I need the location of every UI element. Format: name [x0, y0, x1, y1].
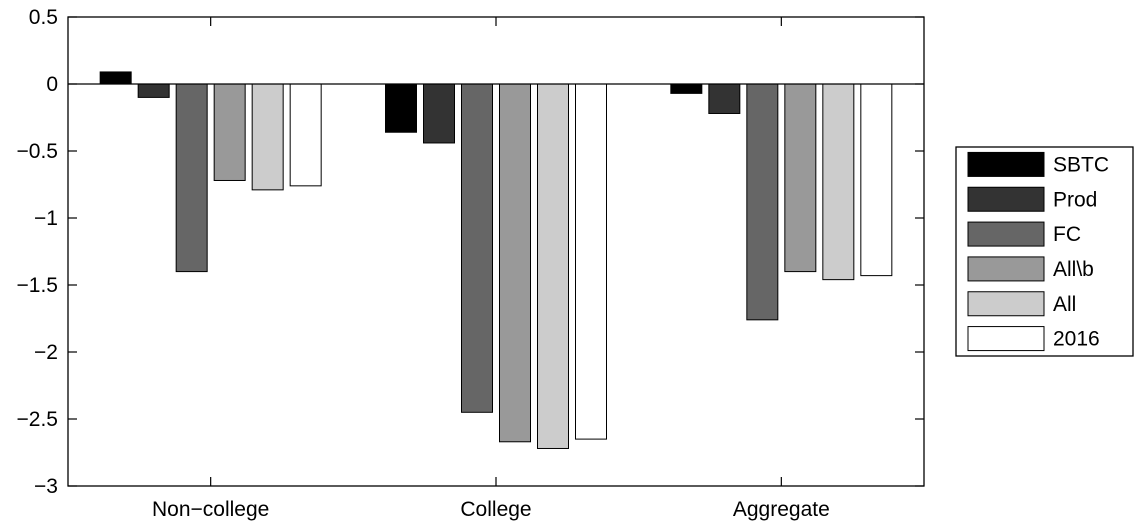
bars-layer — [99, 71, 893, 449]
ytick-label-4: −1.5 — [17, 274, 58, 297]
ytick-label-6: −2.5 — [17, 408, 58, 431]
bar-fc-0 — [175, 83, 208, 273]
legend-swatch-1 — [967, 186, 1045, 212]
legend: SBTC Prod FC All\b All 2016 — [955, 146, 1134, 357]
legend-label-0: SBTC — [1053, 153, 1109, 176]
bar-allb-1 — [499, 83, 531, 443]
bar-2016-2 — [860, 83, 893, 277]
legend-swatch-5 — [967, 326, 1045, 352]
legend-swatch-2 — [967, 221, 1045, 247]
legend-swatch-3 — [967, 256, 1045, 282]
legend-label-1: Prod — [1053, 188, 1097, 211]
legend-label-2: FC — [1053, 223, 1081, 246]
bar-sbtc-2 — [670, 83, 703, 94]
legend-swatch-0 — [967, 151, 1045, 177]
bar-all-2 — [822, 83, 855, 281]
bar-prod-0 — [137, 83, 170, 98]
bar-fc-1 — [461, 83, 493, 413]
bar-all-0 — [251, 83, 284, 191]
bar-fc-2 — [746, 83, 779, 321]
bar-allb-2 — [784, 83, 817, 273]
ytick-label-1: 0 — [46, 73, 58, 96]
bar-sbtc-1 — [385, 83, 417, 133]
ytick-label-7: −3 — [34, 475, 58, 498]
ytick-label-5: −2 — [34, 341, 58, 364]
legend-label-4: All — [1053, 293, 1076, 316]
xtick-label-2: Aggregate — [733, 498, 830, 521]
bar-2016-1 — [575, 83, 607, 440]
legend-swatch-4 — [967, 291, 1045, 317]
legend-label-3: All\b — [1053, 258, 1094, 281]
ytick-label-2: −0.5 — [17, 140, 58, 163]
bar-2016-0 — [289, 83, 322, 187]
legend-label-5: 2016 — [1053, 328, 1100, 351]
bar-allb-0 — [213, 83, 246, 181]
xtick-label-1: College — [460, 498, 531, 521]
bar-prod-2 — [708, 83, 741, 114]
bar-prod-1 — [423, 83, 455, 144]
legend-box — [955, 146, 1134, 357]
bar-sbtc-0 — [99, 71, 132, 85]
axes-layer: 0.5 0 −0.5 −1 −1.5 −2 −2.5 −3 Non−college College… — [17, 6, 925, 521]
xtick-label-0: Non−college — [152, 498, 269, 521]
ytick-label-3: −1 — [34, 207, 58, 230]
bar-all-1 — [537, 83, 569, 449]
ytick-label-0: 0.5 — [29, 6, 58, 29]
